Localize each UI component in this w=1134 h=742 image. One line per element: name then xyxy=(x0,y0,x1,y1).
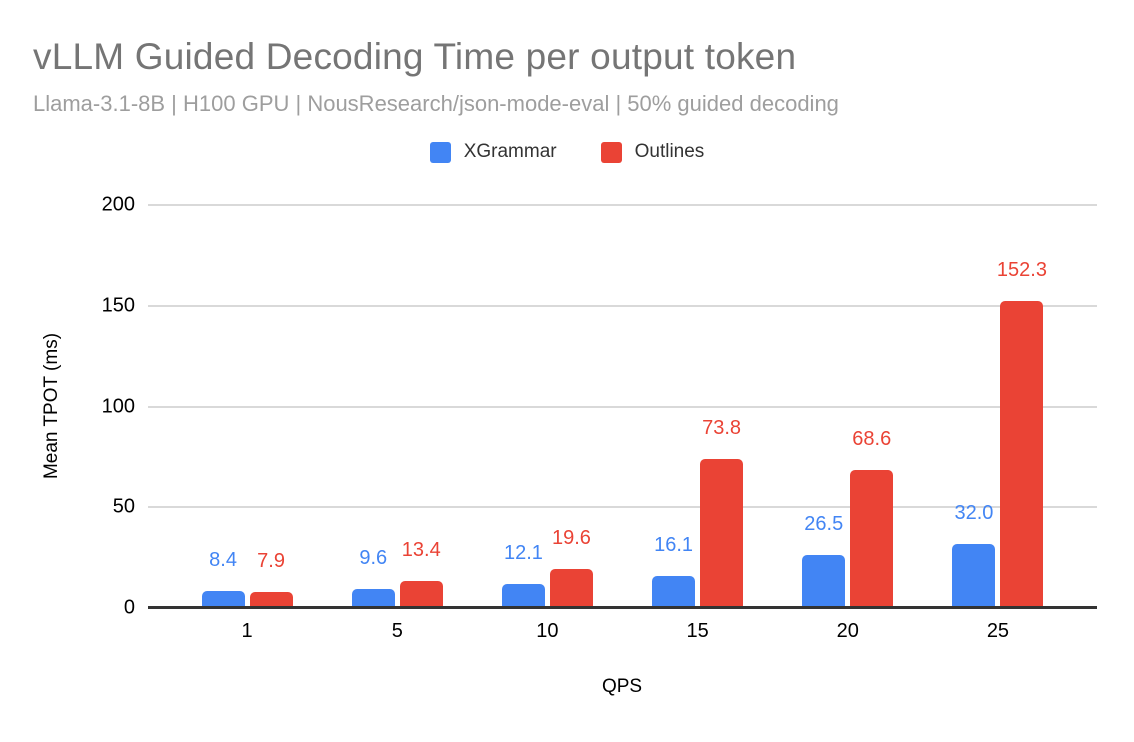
bar-value-label: 68.6 xyxy=(852,427,892,450)
chart-subtitle: Llama-3.1-8B | H100 GPU | NousResearch/j… xyxy=(33,91,839,116)
x-tick-label: 15 xyxy=(686,620,709,642)
bar-outlines-qps-20: 68.6 xyxy=(850,428,894,608)
bar-value-label: 8.4 xyxy=(209,549,237,572)
bar-group-qps-15: 16.1 73.8 xyxy=(623,205,773,608)
bar-outlines-qps-15: 73.8 xyxy=(700,417,744,608)
x-axis-tick-labels: 1 5 10 15 20 25 xyxy=(148,620,1097,643)
bar-outlines-qps-5: 13.4 xyxy=(399,539,443,608)
y-tick-label: 100 xyxy=(101,395,135,417)
bar-outlines-qps-10: 19.6 xyxy=(549,527,593,608)
bar-value-label: 19.6 xyxy=(551,526,591,549)
bar-outlines-qps-1: 7.9 xyxy=(249,550,293,608)
gridline xyxy=(148,506,1097,509)
y-tick-label: 200 xyxy=(101,193,135,216)
bar-value-label: 9.6 xyxy=(359,546,388,569)
bar-group-qps-5: 9.6 13.4 xyxy=(322,205,472,608)
bar-group-qps-10: 12.1 19.6 xyxy=(472,205,622,608)
x-tick-label: 10 xyxy=(536,620,559,642)
legend-swatch-icon xyxy=(429,141,451,163)
bar-value-label: 26.5 xyxy=(804,512,844,535)
x-tick-label: 25 xyxy=(986,620,1010,642)
bar-xgrammar-qps-10: 12.1 xyxy=(501,542,545,608)
legend-label: Outlines xyxy=(634,141,705,162)
bar-value-label: 7.9 xyxy=(257,550,285,573)
bar-group-qps-20: 26.5 68.6 xyxy=(773,205,923,608)
bar-group-qps-1: 8.4 7.9 xyxy=(172,205,322,608)
bar-value-label: 16.1 xyxy=(654,533,694,556)
x-axis-title: QPS xyxy=(601,676,643,697)
chart-title: vLLM Guided Decoding Time per output tok… xyxy=(33,36,797,77)
x-axis-baseline xyxy=(148,606,1097,609)
bar-value-label: 32.0 xyxy=(954,501,994,524)
bar-value-label: 12.1 xyxy=(503,541,543,564)
bar-value-label: 152.3 xyxy=(996,259,1047,282)
bar-outlines-qps-25: 152.3 xyxy=(997,259,1047,608)
bar-value-label: 13.4 xyxy=(401,539,441,561)
bar-groups: 8.4 7.9 9.6 13.4 12.1 19.6 16.1 73.8 26.5 68.6 32.… xyxy=(148,205,1097,608)
bar-xgrammar-qps-25: 32.0 xyxy=(952,502,996,608)
bar-xgrammar-qps-15: 16.1 xyxy=(652,534,696,608)
bar-xgrammar-qps-1: 8.4 xyxy=(201,549,245,608)
y-tick-label: 50 xyxy=(112,495,135,518)
gridline xyxy=(148,405,1097,408)
legend-item-outlines[interactable]: Outlines xyxy=(600,141,705,163)
legend-swatch-icon xyxy=(600,141,622,163)
y-axis-tick-labels: 0 50 100 150 200 xyxy=(0,194,135,619)
legend: XGrammar Outlines xyxy=(0,141,1134,163)
legend-item-xgrammar[interactable]: XGrammar xyxy=(429,141,557,163)
gridline xyxy=(148,304,1097,307)
bar-group-qps-25: 32.0 152.3 xyxy=(923,205,1073,608)
bar-value-label: 73.8 xyxy=(702,417,742,440)
x-tick-label: 5 xyxy=(391,620,403,642)
gridline xyxy=(148,204,1097,206)
x-tick-label: 20 xyxy=(836,620,859,642)
x-tick-label: 1 xyxy=(241,620,253,642)
plot-area: 8.4 7.9 9.6 13.4 12.1 19.6 16.1 73.8 26.5 68.6 32.… xyxy=(148,204,1097,609)
bar-xgrammar-qps-20: 26.5 xyxy=(802,513,846,608)
y-tick-label: 150 xyxy=(101,294,135,317)
y-tick-label: 0 xyxy=(123,596,135,619)
legend-label: XGrammar xyxy=(463,141,557,162)
bar-xgrammar-qps-5: 9.6 xyxy=(351,547,395,608)
